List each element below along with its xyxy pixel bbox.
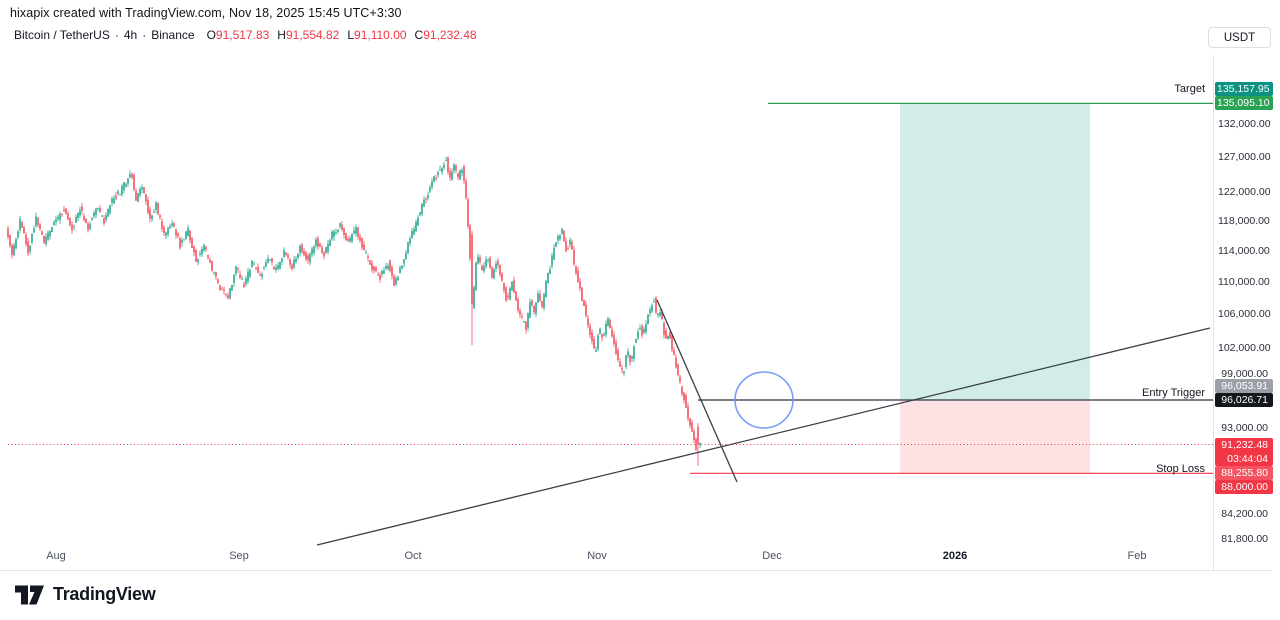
attribution-text: hixapix created with TradingView.com, No… xyxy=(10,6,402,20)
tradingview-logo-text: TradingView xyxy=(53,584,156,604)
entry-trigger-label: Entry Trigger xyxy=(1142,387,1205,399)
entry-alt-price-badge: 96,053.91 xyxy=(1215,379,1273,393)
symbol-exchange: Binance xyxy=(151,28,195,42)
descending-resistance-trendline[interactable] xyxy=(656,299,738,483)
candle-countdown: 03:44:04 xyxy=(1227,452,1268,465)
symbol-interval: 4h xyxy=(123,28,138,42)
ellipse-annotation[interactable] xyxy=(734,371,794,429)
stop-alt-price-badge: 88,000.00 xyxy=(1215,480,1273,495)
target-label: Target xyxy=(1174,83,1205,96)
stop-loss-price-badge: 88,255.80 xyxy=(1215,466,1273,481)
stop-loss-label: Stop Loss xyxy=(1156,463,1205,476)
ohlc-high: H91,554.82 xyxy=(277,28,340,42)
legend-separator: · xyxy=(142,28,147,42)
target-alt-price-badge: 135,157.95 xyxy=(1215,82,1273,97)
currency-toggle-button[interactable]: USDT xyxy=(1208,27,1271,48)
legend-separator: · xyxy=(114,28,119,42)
current-price-value: 91,232.48 xyxy=(1221,438,1268,451)
ohlc-open: O91,517.83 xyxy=(206,28,270,42)
tradingview-logo[interactable]: TradingView xyxy=(15,584,156,605)
entry-price-badge: 96,026.71 xyxy=(1215,393,1273,407)
tradingview-logo-icon xyxy=(15,585,44,604)
profit-zone[interactable] xyxy=(900,103,1090,401)
ohlc-values: O91,517.83 H91,554.82 L91,110.00 C91,232… xyxy=(207,28,485,42)
symbol-legend: Bitcoin / TetherUS · 4h · Binance O91,51… xyxy=(14,28,485,42)
ohlc-low: L91,110.00 xyxy=(347,28,407,42)
loss-zone[interactable] xyxy=(900,400,1090,474)
symbol-name: Bitcoin / TetherUS xyxy=(14,28,110,42)
target-price-badge: 135,095.10 xyxy=(1215,96,1273,111)
ascending-support-trendline[interactable] xyxy=(316,327,1211,546)
ohlc-close: C91,232.48 xyxy=(414,28,477,42)
current-price-badge: 91,232.48 03:44:04 xyxy=(1215,437,1273,466)
